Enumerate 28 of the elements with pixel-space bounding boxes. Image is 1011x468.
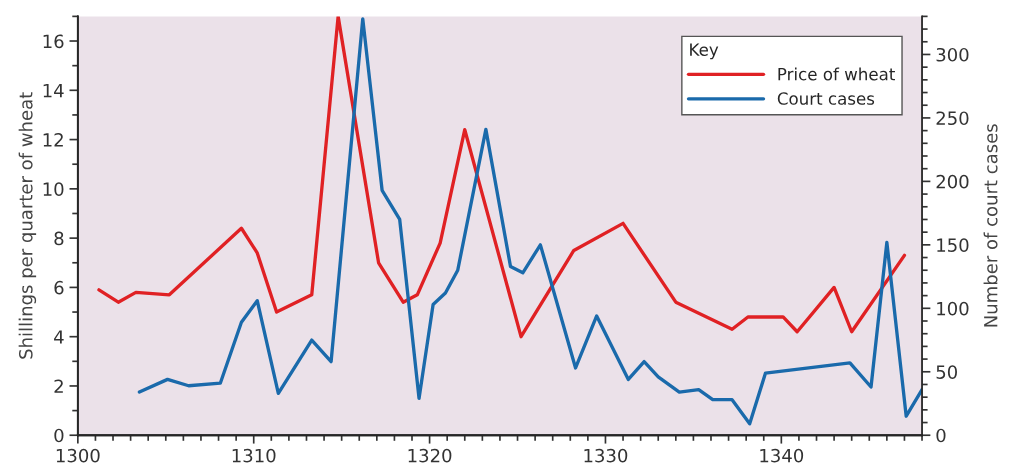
x-tick-label: 1340 — [760, 448, 804, 463]
y2-tick-label: 50 — [936, 365, 957, 379]
y2-tick-label: 150 — [937, 238, 969, 252]
x-tick-label: 1300 — [56, 448, 100, 463]
x-tick-label: 1330 — [584, 448, 628, 463]
y2-tick-label: 0 — [936, 428, 946, 443]
line-series — [137, 17, 923, 426]
y-tick-label: 2 — [54, 379, 63, 393]
y-tick-label: 6 — [54, 280, 64, 295]
x-tick-label: 1310 — [232, 448, 276, 463]
x-tick-label: 1320 — [408, 448, 452, 463]
y-tick-label: 14 — [43, 83, 64, 98]
y-tick-label: 0 — [54, 428, 64, 443]
y-tick-label: 8 — [54, 231, 64, 246]
y2-tick-label: 250 — [936, 111, 969, 126]
legend-title: Key — [690, 43, 719, 60]
y2-axis-title: Number of court cases — [983, 124, 998, 327]
y-tick-label: 16 — [43, 34, 64, 49]
legend-label: Price of wheat — [778, 67, 895, 81]
y-tick-label: 12 — [43, 133, 63, 147]
line-series — [97, 16, 907, 339]
y2-tick-label: 100 — [937, 301, 969, 316]
y-tick-label: 10 — [43, 182, 64, 196]
legend-label: Court cases — [777, 92, 875, 105]
y2-tick-label: 300 — [936, 47, 969, 62]
y2-tick-label: 200 — [936, 174, 969, 189]
y-tick-label: 4 — [54, 330, 64, 344]
y-axis-title: Shillings per quarter of wheat — [18, 92, 37, 359]
